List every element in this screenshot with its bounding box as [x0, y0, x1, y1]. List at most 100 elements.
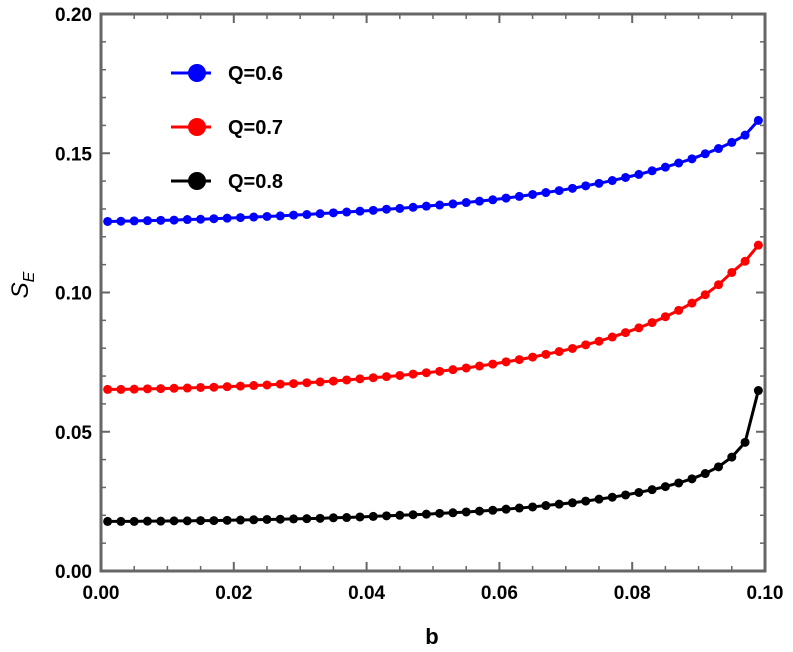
data-point — [289, 210, 299, 220]
data-point — [607, 492, 617, 502]
data-point — [222, 382, 232, 392]
data-point — [421, 368, 431, 378]
data-point — [740, 130, 750, 140]
data-point — [169, 516, 179, 526]
data-point — [528, 502, 538, 512]
data-point — [262, 211, 272, 221]
data-point — [289, 379, 299, 389]
data-point — [528, 189, 538, 199]
data-point — [302, 378, 312, 388]
data-point — [647, 485, 657, 495]
data-point — [408, 202, 418, 212]
series-3 — [103, 386, 763, 526]
data-point — [541, 349, 551, 359]
data-point — [727, 267, 737, 277]
data-point — [727, 452, 737, 462]
data-point — [275, 514, 285, 524]
data-point — [607, 176, 617, 186]
data-point — [328, 208, 338, 218]
data-point — [209, 516, 219, 526]
y-axis-ticks: 0.00 0.05 0.10 0.15 0.20 — [55, 5, 765, 583]
data-point — [169, 215, 179, 225]
x-tick-label: 0.00 — [83, 583, 120, 604]
data-point — [249, 212, 259, 222]
data-point — [714, 144, 724, 154]
data-point — [421, 509, 431, 519]
data-point — [501, 193, 511, 203]
data-point — [621, 328, 631, 338]
data-point — [594, 336, 604, 346]
data-point — [182, 383, 192, 393]
data-point — [554, 186, 564, 196]
data-point — [249, 515, 259, 525]
x-tick-label: 0.04 — [348, 583, 385, 604]
data-point — [634, 169, 644, 179]
y-axis-title: SE — [7, 271, 38, 298]
data-point — [395, 370, 405, 380]
data-point — [156, 516, 166, 526]
data-point — [289, 514, 299, 524]
data-point — [382, 204, 392, 214]
data-point — [607, 332, 617, 342]
data-point — [342, 207, 352, 217]
data-point — [302, 210, 312, 220]
data-point — [514, 355, 524, 365]
x-tick-label: 0.02 — [215, 583, 252, 604]
data-point — [660, 312, 670, 322]
data-point — [235, 381, 245, 391]
data-point — [753, 115, 763, 125]
data-point — [634, 323, 644, 333]
data-point — [235, 213, 245, 223]
y-axis-title-main: S — [7, 282, 34, 298]
data-point — [355, 512, 365, 522]
data-point — [687, 474, 697, 484]
data-point — [660, 162, 670, 172]
legend-label: Q=0.6 — [228, 63, 283, 85]
data-point — [116, 384, 126, 394]
legend-item: Q=0.8 — [171, 171, 283, 193]
data-point — [488, 195, 498, 205]
data-point — [714, 280, 724, 290]
data-point — [302, 514, 312, 524]
data-point — [621, 490, 631, 500]
data-point — [262, 380, 272, 390]
data-point — [355, 206, 365, 216]
data-point — [567, 343, 577, 353]
data-point — [103, 516, 113, 526]
data-point — [461, 507, 471, 517]
data-point — [448, 508, 458, 518]
data-point — [621, 172, 631, 182]
data-point — [567, 183, 577, 193]
data-point — [342, 513, 352, 523]
data-point — [222, 213, 232, 223]
data-point — [474, 506, 484, 516]
legend-marker — [188, 118, 206, 136]
x-tick-label: 0.06 — [481, 583, 518, 604]
data-point — [581, 181, 591, 191]
data-point — [182, 215, 192, 225]
x-axis-ticks: 0.00 0.02 0.04 0.06 0.08 0.10 — [83, 14, 783, 604]
data-point — [461, 198, 471, 208]
data-point — [700, 469, 710, 479]
data-point — [408, 510, 418, 520]
data-point — [315, 513, 325, 523]
data-point — [395, 203, 405, 213]
data-point — [328, 376, 338, 386]
data-point — [196, 516, 206, 526]
data-point — [647, 318, 657, 328]
data-point — [474, 361, 484, 371]
data-point — [541, 501, 551, 511]
data-point — [129, 516, 139, 526]
legend-item: Q=0.7 — [171, 117, 283, 139]
y-tick-label: 0.15 — [55, 144, 92, 165]
data-point — [727, 137, 737, 147]
data-point — [700, 290, 710, 300]
data-point — [674, 478, 684, 488]
series-line — [107, 390, 760, 523]
data-point — [182, 516, 192, 526]
data-point — [196, 382, 206, 392]
data-point — [116, 516, 126, 526]
series-1 — [103, 115, 763, 226]
data-point — [514, 503, 524, 513]
